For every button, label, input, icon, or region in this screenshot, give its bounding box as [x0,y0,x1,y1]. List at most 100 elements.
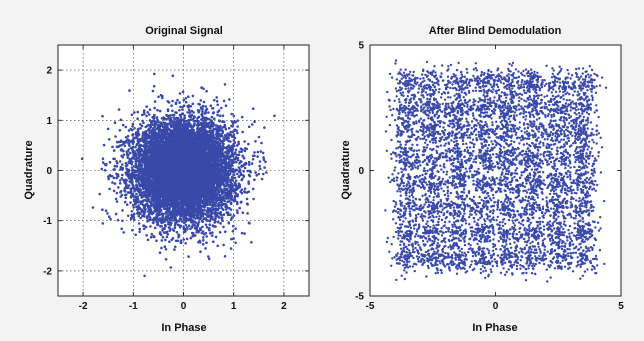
data-point [143,274,146,278]
data-point [214,235,218,239]
data-point [228,98,231,101]
data-point [150,232,154,236]
data-point [254,171,257,174]
data-point [171,113,175,117]
data-point [123,200,127,204]
data-point [246,203,249,206]
data-point [216,113,219,117]
data-point [127,184,131,187]
data-point [165,235,169,239]
data-point [178,101,181,104]
data-point [204,105,208,108]
data-point [120,227,123,231]
data-point [114,212,118,216]
data-point [101,161,105,164]
data-point [232,173,236,176]
data-point [80,157,84,160]
data-point [142,227,146,230]
data-point [256,155,259,158]
data-point [204,247,207,250]
data-point [191,102,195,106]
data-point [198,109,201,112]
data-point [137,214,140,218]
data-point [108,187,111,191]
data-point [153,209,156,212]
data-point [122,231,125,234]
data-point [235,168,239,172]
data-point [239,147,243,151]
data-point [107,215,111,218]
data-point [118,179,122,182]
data-point [210,234,214,237]
data-point [205,107,209,111]
data-point [240,231,244,235]
data-point [229,213,232,216]
data-point [205,241,208,244]
data-point [133,111,136,114]
data-point [152,234,155,238]
data-point [127,129,131,132]
data-point [134,145,137,149]
data-point [153,106,156,110]
data-point [232,237,235,240]
data-point [148,212,151,215]
data-point [210,115,214,119]
chart-title: Original Signal [145,25,223,37]
data-point [179,105,182,109]
data-point [233,176,237,180]
data-point [156,118,159,122]
data-point [133,212,136,216]
data-point [229,140,232,143]
data-point [208,223,211,226]
data-point [124,193,127,197]
data-point [167,101,171,104]
data-point [202,236,205,239]
data-point [184,242,187,245]
data-point [132,206,135,209]
data-point [114,197,118,201]
data-point [224,127,228,131]
data-point [222,243,225,247]
data-point [138,227,141,231]
data-point [180,220,184,223]
data-point [257,135,261,139]
data-point [122,153,126,156]
data-point [227,221,230,224]
data-point [190,220,193,224]
data-point [226,200,229,204]
data-point [255,174,258,177]
data-point [183,114,186,117]
data-point [120,143,123,147]
data-point [150,212,154,216]
data-point [131,122,135,126]
data-point [218,114,222,117]
data-point [105,162,108,166]
data-point [119,191,122,194]
data-point [163,223,167,227]
data-point [115,200,119,203]
data-point [214,215,217,218]
data-point [216,244,219,248]
data-point [131,125,134,128]
data-point [186,111,189,114]
data-point [254,140,257,143]
data-point [252,197,255,201]
data-point [106,127,110,131]
data-point [178,224,181,227]
data-point [209,104,213,107]
data-point [118,182,122,185]
data-point [192,124,196,128]
data-point [142,224,145,227]
data-point [187,108,191,112]
data-point [230,112,233,116]
data-point [103,168,107,172]
data-point [146,238,150,242]
data-point [169,266,173,269]
data-point [133,190,136,193]
data-point [178,109,181,112]
data-point [220,106,223,110]
data-point [234,241,237,245]
data-point [149,235,153,239]
